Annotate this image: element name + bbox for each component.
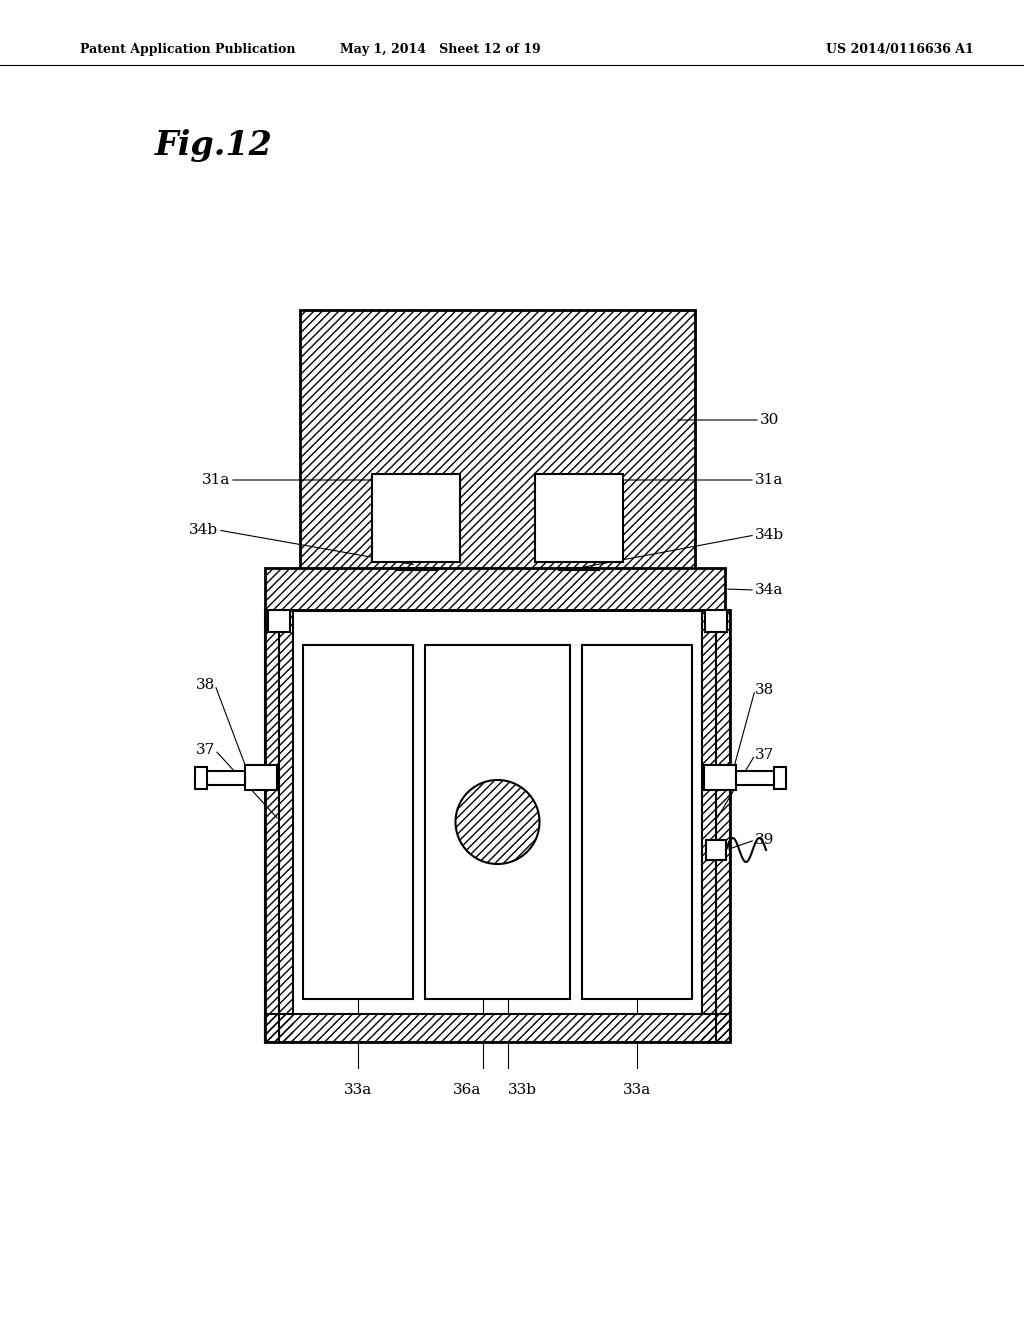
Bar bbox=[535, 474, 623, 562]
Bar bbox=[245, 766, 278, 789]
Circle shape bbox=[456, 780, 540, 865]
Text: 38: 38 bbox=[196, 678, 215, 692]
Text: Fig.12: Fig.12 bbox=[155, 128, 272, 161]
Text: 39: 39 bbox=[755, 833, 774, 847]
Text: 37: 37 bbox=[755, 748, 774, 762]
Text: 33a: 33a bbox=[623, 1082, 651, 1097]
Bar bbox=[705, 610, 727, 632]
Text: Patent Application Publication: Patent Application Publication bbox=[80, 44, 296, 57]
Bar bbox=[300, 310, 695, 570]
Bar bbox=[702, 610, 730, 1041]
Bar bbox=[203, 771, 245, 785]
Text: 34a: 34a bbox=[755, 583, 783, 597]
Bar bbox=[702, 610, 730, 1041]
Bar bbox=[705, 766, 736, 789]
Bar bbox=[300, 310, 695, 570]
Bar bbox=[706, 840, 726, 861]
Text: 38: 38 bbox=[755, 682, 774, 697]
Text: May 1, 2014   Sheet 12 of 19: May 1, 2014 Sheet 12 of 19 bbox=[340, 44, 541, 57]
Bar bbox=[268, 610, 290, 632]
Bar bbox=[265, 1014, 730, 1041]
Text: 31a: 31a bbox=[755, 473, 783, 487]
Bar bbox=[265, 1014, 730, 1041]
Bar bbox=[265, 568, 725, 610]
Bar bbox=[396, 568, 436, 570]
Text: US 2014/0116636 A1: US 2014/0116636 A1 bbox=[826, 44, 974, 57]
Bar bbox=[265, 610, 293, 1041]
Bar bbox=[303, 645, 413, 999]
Bar bbox=[195, 767, 207, 789]
Text: 36a: 36a bbox=[454, 1082, 481, 1097]
Bar bbox=[774, 767, 786, 789]
Text: 31a: 31a bbox=[202, 473, 230, 487]
Bar bbox=[559, 568, 599, 570]
Bar bbox=[559, 568, 599, 570]
Bar bbox=[265, 610, 293, 1041]
Text: 37: 37 bbox=[196, 743, 215, 756]
Bar bbox=[736, 771, 778, 785]
Bar bbox=[293, 610, 702, 1014]
Text: 33a: 33a bbox=[344, 1082, 372, 1097]
Bar bbox=[396, 568, 436, 570]
Text: 33b: 33b bbox=[508, 1082, 537, 1097]
Text: 34b: 34b bbox=[188, 523, 218, 537]
Bar bbox=[425, 645, 570, 999]
Bar bbox=[265, 610, 730, 1041]
Text: 30: 30 bbox=[760, 413, 779, 426]
Bar bbox=[582, 645, 692, 999]
Bar bbox=[265, 568, 725, 610]
Bar bbox=[372, 474, 460, 562]
Text: 34b: 34b bbox=[755, 528, 784, 543]
